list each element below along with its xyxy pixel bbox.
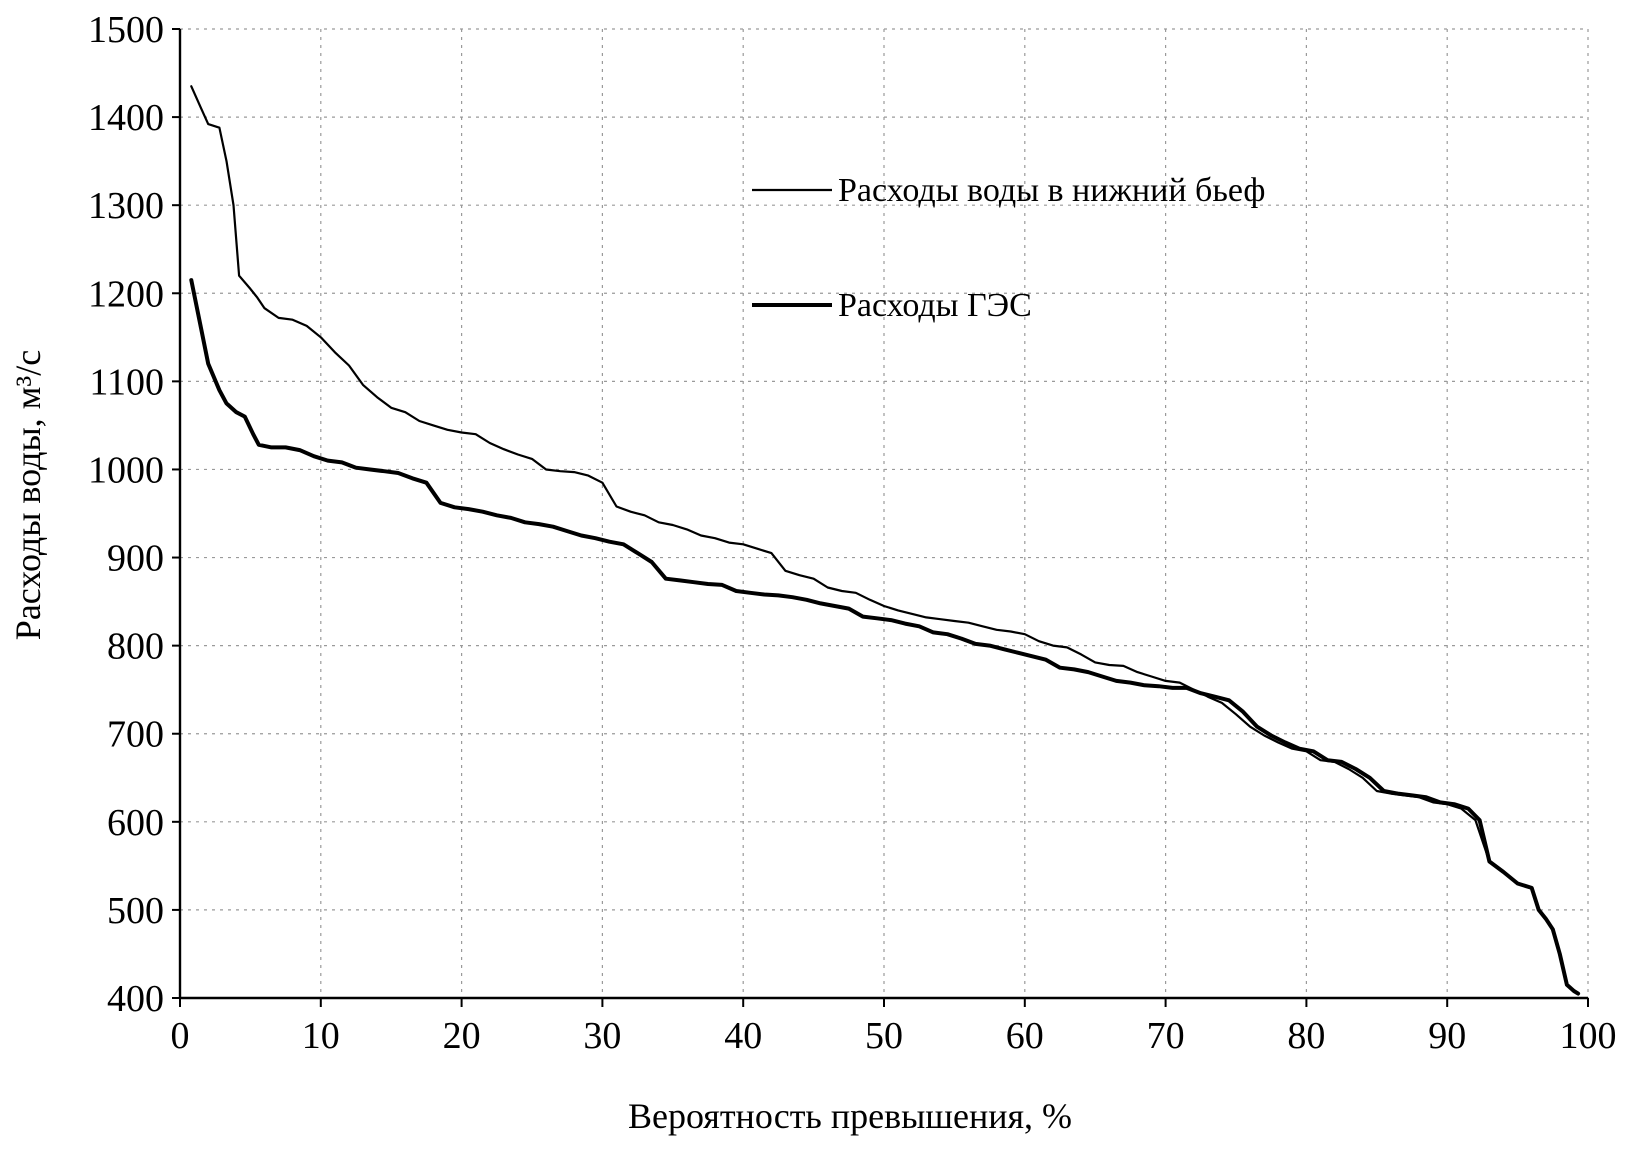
y-tick-label: 1300 — [88, 185, 164, 227]
y-axis-title: Расходы воды, м³/с — [8, 350, 48, 640]
x-tick-label: 80 — [1287, 1015, 1325, 1057]
y-tick-label: 1400 — [88, 97, 164, 139]
x-tick-label: 100 — [1560, 1015, 1617, 1057]
y-tick-label: 800 — [107, 626, 164, 668]
x-tick-label: 0 — [171, 1015, 190, 1057]
x-tick-label: 90 — [1428, 1015, 1466, 1057]
x-tick-label: 20 — [443, 1015, 481, 1057]
series-line-2 — [189, 278, 1581, 996]
x-tick-label: 60 — [1006, 1015, 1044, 1057]
y-tick-label: 1000 — [88, 449, 164, 491]
legend: Расходы воды в нижний бьеф Расходы ГЭС — [752, 172, 1265, 324]
y-tick-label: 700 — [107, 714, 164, 756]
y-tick-label: 900 — [107, 538, 164, 580]
y-tick-label: 1200 — [88, 273, 164, 315]
series-line-1 — [190, 85, 1580, 995]
y-tick-label: 1500 — [88, 9, 164, 51]
grid — [180, 28, 1589, 998]
x-axis-title: Вероятность превышения, % — [628, 1096, 1072, 1136]
y-tick-label: 500 — [107, 890, 164, 932]
y-tick-label: 1100 — [89, 361, 164, 403]
legend-label-2: Расходы ГЭС — [838, 287, 1032, 324]
x-tick-label: 40 — [724, 1015, 762, 1057]
x-tick-label: 30 — [583, 1015, 621, 1057]
y-tick-label: 600 — [107, 802, 164, 844]
x-tick-label: 70 — [1147, 1015, 1185, 1057]
x-tick-label: 50 — [865, 1015, 903, 1057]
y-tick-label: 400 — [107, 978, 164, 1020]
legend-label-1: Расходы воды в нижний бьеф — [838, 172, 1265, 209]
x-tick-label: 10 — [302, 1015, 340, 1057]
series-layer — [189, 85, 1581, 996]
axes: 4005006007008009001000110012001300140015… — [88, 9, 1617, 1057]
